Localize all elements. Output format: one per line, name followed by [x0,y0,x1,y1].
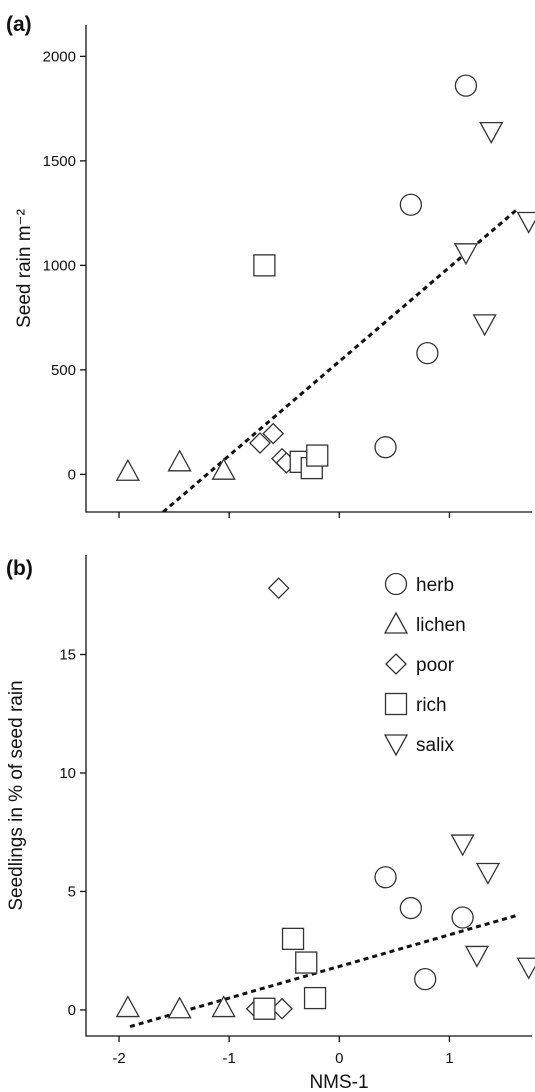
point-lichen [167,996,192,1019]
point-herb [399,193,423,216]
legend-label-rich: rich [416,695,447,716]
legend-marker-lichen [383,611,409,634]
panel-b: (b) 0 5 10 15 -2 -1 0 1 Seedlings in % of seed ra… [6,555,535,1092]
legend-label-poor: poor [416,655,455,676]
point-salix [472,314,497,337]
legend: herb lichen poor rich salix [383,572,466,757]
point-poor [249,432,271,454]
point-herb [454,74,478,97]
point-salix [479,121,504,144]
point-rich [295,951,318,974]
y-tick-label: 5 [68,883,76,900]
y-tick-label: 1500 [43,153,76,170]
y-tick-label: 2000 [43,48,76,65]
point-poor [262,422,285,445]
point-lichen [167,449,192,472]
point-herb [399,896,423,920]
point-salix [516,957,535,980]
y-axis-label: Seedlings in % of seed rain [6,680,27,910]
x-tick-label: 1 [445,1050,453,1067]
x-tick-label: -1 [222,1050,235,1067]
panel-a: (a) 0 500 1000 1500 2000 Seed rain m⁻² [6,13,535,518]
y-tick-label: 1000 [43,257,76,274]
point-salix [450,834,475,857]
point-herb [416,342,439,365]
x-axis-label: NMS-1 [309,1072,368,1092]
x-tick-label: -2 [112,1050,125,1067]
point-lichen [115,458,140,481]
axis-lines [85,555,532,1037]
y-tick-label: 0 [68,466,76,483]
point-rich [253,254,276,277]
point-rich [303,986,327,1010]
point-salix [464,945,490,968]
legend-label-salix: salix [416,735,455,756]
point-salix [516,211,535,234]
point-rich [281,927,305,951]
panel-label: (a) [6,13,32,36]
point-herb [374,436,397,459]
y-tick-label: 500 [51,362,76,379]
y-tick-label: 15 [59,647,76,664]
point-herb [451,906,474,929]
axis-lines [85,25,532,513]
legend-marker-herb [384,572,408,596]
legend-marker-salix [383,734,409,757]
point-rich [253,997,276,1020]
y-tick-label: 10 [59,765,76,782]
point-salix [453,243,479,266]
legend-marker-rich [384,692,408,716]
regression-line [129,913,519,1028]
point-poor [267,577,290,600]
point-herb [414,967,437,991]
y-tick-label: 0 [68,1002,76,1019]
point-lichen [115,995,140,1018]
legend-marker-poor [385,653,407,675]
legend-label-lichen: lichen [416,615,466,636]
panel-label: (b) [6,557,33,580]
y-axis-label: Seed rain m⁻² [14,209,35,328]
legend-label-herb: herb [416,575,454,596]
regression-line [162,207,519,512]
point-lichen [211,995,236,1018]
x-tick-label: 0 [335,1050,343,1067]
point-salix [475,862,501,885]
point-rich [306,444,329,467]
point-lichen [211,457,236,480]
point-herb [374,866,397,889]
